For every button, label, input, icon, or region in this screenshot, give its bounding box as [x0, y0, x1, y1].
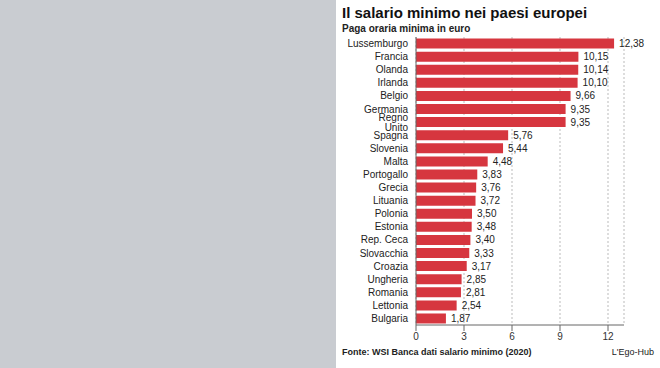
svg-text:Slovacchia: Slovacchia: [360, 248, 409, 259]
svg-text:Croazia: Croazia: [374, 261, 409, 272]
svg-text:12: 12: [602, 331, 614, 342]
svg-text:Spagna: Spagna: [374, 130, 409, 141]
svg-text:9: 9: [557, 331, 563, 342]
svg-text:Olanda: Olanda: [376, 64, 409, 75]
svg-text:4,48: 4,48: [493, 156, 513, 167]
svg-text:3,33: 3,33: [474, 248, 494, 259]
svg-text:Portogallo: Portogallo: [363, 169, 408, 180]
svg-text:Polonia: Polonia: [375, 208, 409, 219]
svg-text:Irlanda: Irlanda: [377, 77, 408, 88]
svg-text:5,76: 5,76: [513, 130, 533, 141]
svg-text:2,85: 2,85: [467, 274, 487, 285]
svg-text:9,35: 9,35: [571, 104, 591, 115]
svg-text:Grecia: Grecia: [379, 182, 409, 193]
svg-text:10,15: 10,15: [583, 51, 608, 62]
svg-text:10,14: 10,14: [583, 64, 608, 75]
svg-text:3,17: 3,17: [472, 261, 492, 272]
svg-text:9,66: 9,66: [576, 90, 596, 101]
svg-text:3,40: 3,40: [475, 234, 495, 245]
svg-text:10,10: 10,10: [583, 77, 608, 88]
svg-text:2,81: 2,81: [466, 287, 486, 298]
svg-text:Lituania: Lituania: [373, 195, 408, 206]
svg-text:12,38: 12,38: [619, 38, 644, 49]
svg-text:3: 3: [461, 331, 467, 342]
svg-text:Rep. Ceca: Rep. Ceca: [361, 234, 409, 245]
svg-text:0: 0: [413, 331, 419, 342]
svg-text:3,48: 3,48: [477, 221, 497, 232]
svg-text:5,44: 5,44: [508, 143, 528, 154]
svg-text:3,50: 3,50: [477, 208, 497, 219]
svg-text:Romania: Romania: [368, 287, 408, 298]
svg-text:1,87: 1,87: [451, 313, 471, 324]
svg-text:3,83: 3,83: [482, 169, 502, 180]
svg-text:Bulgaria: Bulgaria: [371, 313, 408, 324]
svg-text:Ungheria: Ungheria: [367, 274, 408, 285]
svg-text:3,76: 3,76: [481, 182, 501, 193]
svg-text:Lussemburgo: Lussemburgo: [347, 38, 408, 49]
svg-text:9,35: 9,35: [571, 117, 591, 128]
svg-text:Slovenia: Slovenia: [370, 143, 409, 154]
svg-text:2,54: 2,54: [462, 300, 482, 311]
svg-text:Francia: Francia: [375, 51, 409, 62]
svg-text:3,72: 3,72: [481, 195, 501, 206]
svg-text:Estonia: Estonia: [375, 221, 409, 232]
svg-text:Belgio: Belgio: [380, 90, 408, 101]
svg-text:Malta: Malta: [384, 156, 409, 167]
svg-text:Lettonia: Lettonia: [372, 300, 408, 311]
svg-text:6: 6: [509, 331, 515, 342]
